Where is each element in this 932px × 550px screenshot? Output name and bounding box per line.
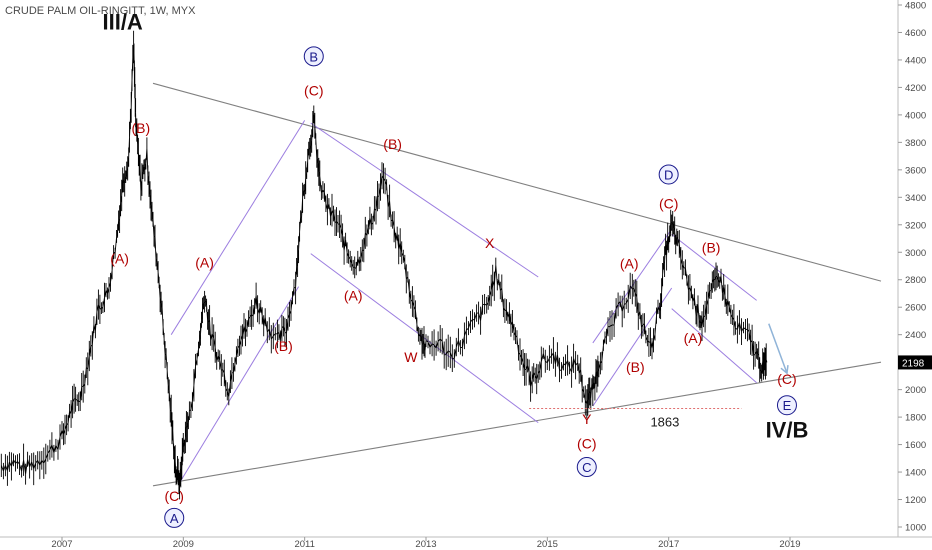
y-tick-label: 3400 <box>905 193 926 204</box>
y-tick-label: 2000 <box>905 385 926 396</box>
x-tick-label: 2007 <box>51 539 72 550</box>
x-tick-label: 2011 <box>294 539 314 550</box>
support-level: 1863 <box>529 323 789 429</box>
wave-label: Y <box>582 411 592 427</box>
x-tick-label: 2019 <box>779 539 800 550</box>
y-tick-label: 4400 <box>905 55 926 66</box>
wave-degree-label: IV/B <box>766 418 809 443</box>
wave-label: (C) <box>304 83 323 99</box>
wave-circle-marker <box>776 395 797 416</box>
y-tick-label: 4000 <box>905 110 926 121</box>
wave-label: X <box>485 235 495 251</box>
wave-circle-marker <box>164 507 185 528</box>
channel-line <box>671 234 757 301</box>
y-tick-label: 3600 <box>905 165 926 176</box>
wave-label: (B) <box>702 239 721 255</box>
y-tick-label: 2600 <box>905 303 926 314</box>
y-tick-label: 1600 <box>905 440 926 451</box>
channel-line <box>671 308 757 384</box>
channel-line <box>310 253 539 424</box>
wave-label: (B) <box>626 359 645 375</box>
wave-label: (A) <box>684 330 703 346</box>
wave-label: (B) <box>274 338 293 354</box>
channel-line <box>179 286 300 482</box>
wave-label: (A) <box>344 287 363 303</box>
channel-line <box>170 120 306 335</box>
wave-label: (A) <box>110 250 129 266</box>
wave-circle-marker <box>576 457 597 478</box>
wave-label: (A) <box>195 254 214 270</box>
projection-arrow <box>768 323 788 374</box>
wave-circle-label: A <box>170 511 179 526</box>
arrow-head-icon <box>780 365 789 375</box>
last-price-label: 2198 <box>898 355 932 370</box>
y-tick-label: 2800 <box>905 275 926 286</box>
wave-label: (B) <box>383 136 402 152</box>
price-line <box>0 30 768 500</box>
y-tick-label: 3800 <box>905 138 926 149</box>
wave-label: W <box>404 349 418 365</box>
wave-label: (C) <box>659 195 678 211</box>
y-tick-label: 1000 <box>905 523 926 534</box>
chart-title: CRUDE PALM OIL-RINGITT, 1W, MYX <box>5 5 196 17</box>
y-tick-label: 4800 <box>905 1 926 12</box>
wave-circle-marker <box>303 46 324 67</box>
wave-annotations: III/A (B) (A) (C) A (A) (B) B (C) (B) (A) W X Y (C) C (A… <box>102 10 808 528</box>
wave-label: (A) <box>620 256 639 272</box>
x-tick-label: 2013 <box>415 539 436 550</box>
y-tick-label: 4600 <box>905 28 926 39</box>
wave-circle-label: B <box>309 49 318 64</box>
y-tick-label: 4200 <box>905 83 926 94</box>
x-tick-label: 2015 <box>537 539 558 550</box>
y-tick-label: 1800 <box>905 413 926 424</box>
wave-circle-label: D <box>664 167 673 182</box>
support-label: 1863 <box>650 414 679 429</box>
triangle-trendline <box>152 82 882 282</box>
y-tick-label: 1200 <box>905 495 926 506</box>
wave-label: (C) <box>777 371 796 387</box>
price-series <box>0 30 768 500</box>
y-tick-label: 1400 <box>905 468 926 479</box>
last-price-badge <box>898 355 932 370</box>
y-tick-label: 3200 <box>905 220 926 231</box>
last-price-text: 2198 <box>902 358 925 369</box>
wave-label: (B) <box>132 120 151 136</box>
wave-degree-label: III/A <box>102 10 142 35</box>
y-tick-label: 3000 <box>905 248 926 259</box>
wave-label: (C) <box>577 436 596 452</box>
wave-label: (C) <box>165 488 184 504</box>
wave-circle-label: E <box>783 398 792 413</box>
y-tick-label: 2400 <box>905 330 926 341</box>
triangle-trendline <box>152 361 882 487</box>
channel-line <box>310 122 539 278</box>
wave-circle-marker <box>658 164 679 185</box>
x-tick-label: 2009 <box>173 539 194 550</box>
x-tick-label: 2017 <box>658 539 679 550</box>
wave-circle-label: C <box>582 460 591 475</box>
